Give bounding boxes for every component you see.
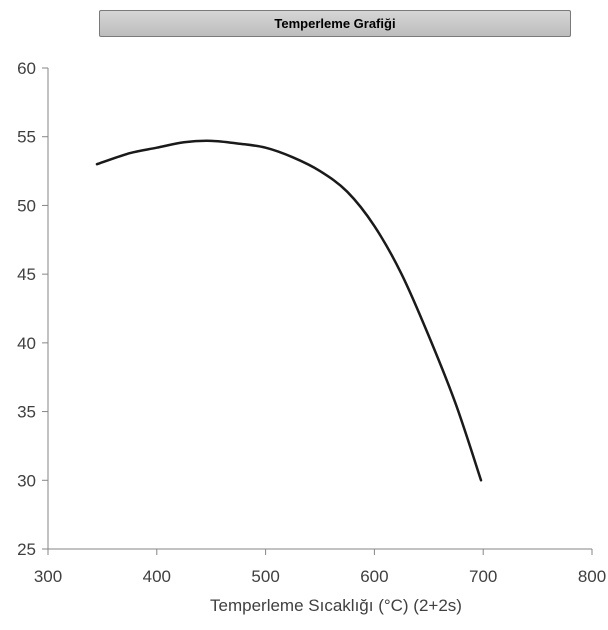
x-tick-label: 700 xyxy=(469,567,497,586)
y-tick-label: 60 xyxy=(17,59,36,78)
y-tick-label: 40 xyxy=(17,334,36,353)
chart-title: Temperleme Grafiği xyxy=(274,16,396,31)
y-tick-label: 55 xyxy=(17,128,36,147)
y-tick-label: 35 xyxy=(17,403,36,422)
chart-title-bar: Temperleme Grafiği xyxy=(99,10,571,37)
x-tick-label: 400 xyxy=(143,567,171,586)
x-tick-label: 600 xyxy=(360,567,388,586)
y-tick-label: 45 xyxy=(17,265,36,284)
series-line xyxy=(95,139,483,482)
y-tick-label: 50 xyxy=(17,196,36,215)
series-layer xyxy=(95,139,483,482)
y-tick-label: 25 xyxy=(17,540,36,559)
x-axis-label: Temperleme Sıcaklığı (°C) (2+2s) xyxy=(210,596,462,615)
y-tick-label: 30 xyxy=(17,471,36,490)
x-tick-label: 300 xyxy=(34,567,62,586)
chart-axes xyxy=(47,68,592,550)
x-tick-label: 500 xyxy=(251,567,279,586)
y-axis-ticks: 25 30 35 40 45 50 55 60 xyxy=(17,59,48,559)
x-axis-ticks: 300 400 500 600 700 800 xyxy=(34,549,606,586)
x-tick-label: 800 xyxy=(578,567,606,586)
